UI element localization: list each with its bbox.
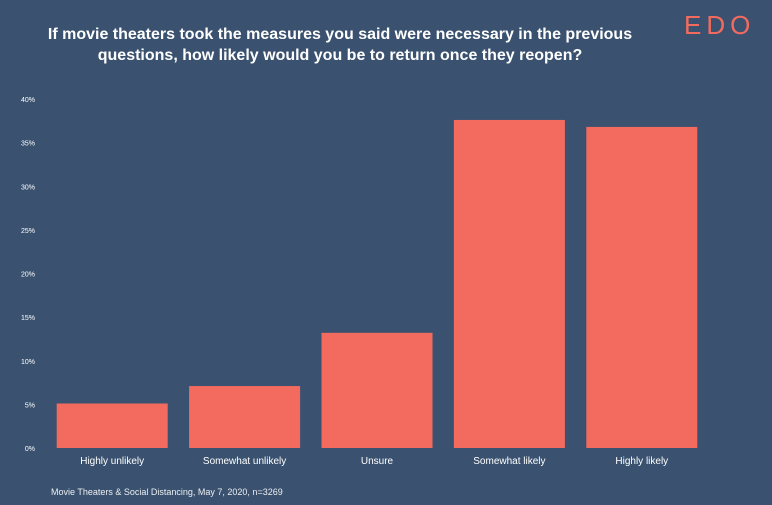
y-axis: 0% 5% 10% 15% 20% 25% 30% 35% 40%: [21, 97, 35, 453]
y-tick-label: 5%: [25, 402, 35, 409]
bar: [321, 332, 433, 448]
x-tick-label: Somewhat likely: [473, 456, 545, 467]
bar: [56, 403, 168, 448]
x-tick-label: Highly likely: [615, 456, 668, 467]
bar-series: [56, 119, 698, 449]
x-tick-label: Highly unlikely: [80, 456, 144, 467]
bar: [586, 126, 698, 449]
y-tick-label: 25%: [21, 228, 35, 235]
y-tick-label: 15%: [21, 315, 35, 322]
y-tick-label: 0%: [25, 446, 35, 453]
chart-title: If movie theaters took the measures you …: [47, 26, 633, 64]
source-note: Movie Theaters & Social Distancing, May …: [51, 487, 283, 497]
x-tick-label: Unsure: [361, 456, 394, 467]
y-tick-label: 35%: [21, 141, 35, 148]
bar: [189, 386, 301, 448]
x-tick-label: Somewhat unlikely: [203, 456, 286, 467]
edo-logo: EDO: [684, 10, 756, 40]
y-tick-label: 30%: [21, 184, 35, 191]
y-tick-label: 40%: [21, 97, 35, 104]
y-tick-label: 10%: [21, 359, 35, 366]
bar: [453, 119, 565, 448]
x-axis: Highly unlikely Somewhat unlikely Unsure So…: [80, 456, 668, 467]
y-tick-label: 20%: [21, 272, 35, 279]
